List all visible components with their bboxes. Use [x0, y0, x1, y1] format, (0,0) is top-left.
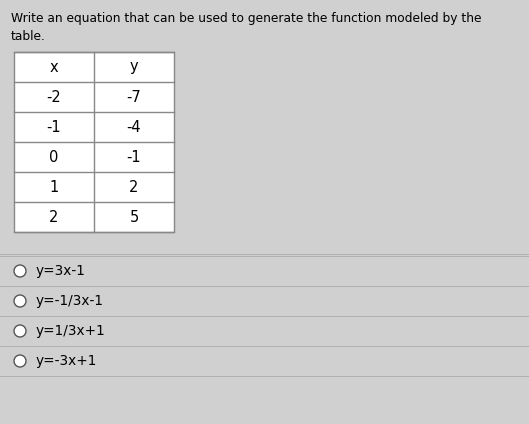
Text: 5: 5	[130, 209, 139, 224]
Circle shape	[14, 325, 26, 337]
Text: -7: -7	[126, 89, 141, 104]
Text: y=3x-1: y=3x-1	[36, 264, 86, 278]
Text: y: y	[130, 59, 138, 75]
Circle shape	[14, 355, 26, 367]
Text: 0: 0	[49, 150, 59, 165]
Text: y=-3x+1: y=-3x+1	[36, 354, 97, 368]
Bar	[14, 52, 174, 232]
Text: -4: -4	[126, 120, 141, 134]
Text: Write an equation that can be used to generate the function modeled by the: Write an equation that can be used to ge…	[11, 12, 481, 25]
Text: -1: -1	[126, 150, 141, 165]
Text: 2: 2	[129, 179, 139, 195]
Text: y=-1/3x-1: y=-1/3x-1	[36, 294, 104, 308]
Text: y=1/3x+1: y=1/3x+1	[36, 324, 106, 338]
Text: x: x	[50, 59, 58, 75]
Circle shape	[14, 265, 26, 277]
Circle shape	[14, 295, 26, 307]
Text: table.: table.	[11, 30, 46, 43]
Text: 2: 2	[49, 209, 59, 224]
Text: -1: -1	[47, 120, 61, 134]
Text: -2: -2	[47, 89, 61, 104]
Text: 1: 1	[49, 179, 59, 195]
